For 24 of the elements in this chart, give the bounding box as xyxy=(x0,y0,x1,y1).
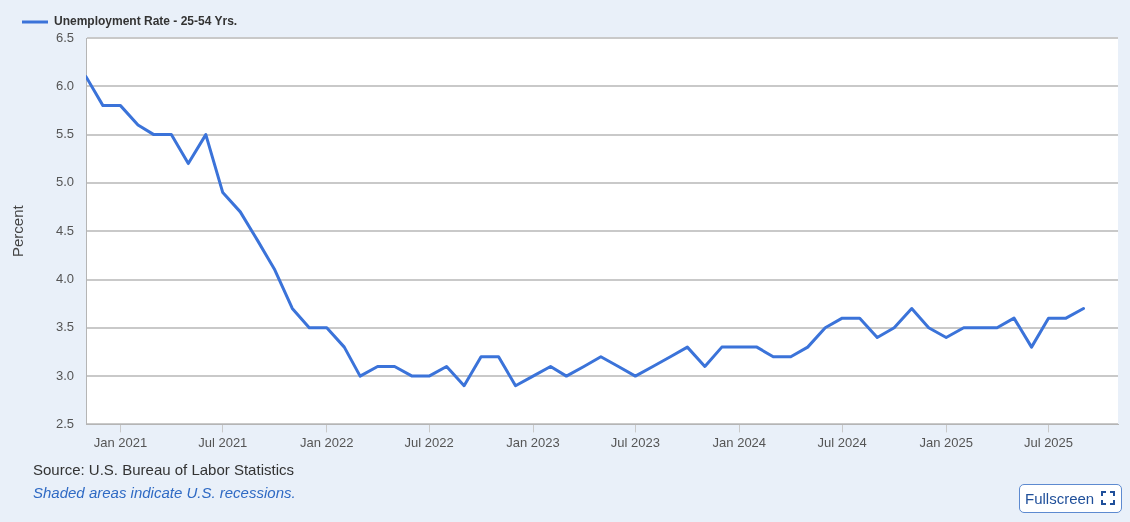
y-tick-label: 2.5 xyxy=(55,415,74,431)
y-tick-label: 4.0 xyxy=(55,271,74,287)
y-tick-label: 6.5 xyxy=(55,29,74,45)
x-tick-label: Jan 2024 xyxy=(712,434,767,450)
y-tick-label: 6.0 xyxy=(55,77,74,93)
source-note: Source: U.S. Bureau of Labor Statistics xyxy=(33,461,294,478)
x-tick-label: Jan 2023 xyxy=(506,434,560,450)
x-tick-label: Jan 2021 xyxy=(93,434,148,450)
text: Fullscreen xyxy=(1025,490,1095,507)
x-tick-label: Jul 2025 xyxy=(1023,434,1074,450)
y-tick-label: 3.5 xyxy=(55,319,74,335)
x-tick-label: Jul 2021 xyxy=(198,434,248,450)
x-tick-label: Jan 2022 xyxy=(300,434,354,450)
y-tick-label: 5.5 xyxy=(55,126,74,142)
y-tick-label: 3.0 xyxy=(55,367,74,383)
y-tick-label: 5.0 xyxy=(55,174,74,190)
legend-label: Unemployment Rate - 25-54 Yrs. xyxy=(54,14,238,29)
y-axis-title: Percent xyxy=(9,204,27,258)
text: Shaded areas indicate U.S. recessions. xyxy=(33,484,296,501)
x-tick-label: Jan 2025 xyxy=(919,434,973,450)
x-tick-label: Jul 2022 xyxy=(404,434,454,450)
x-tick-label: Jul 2023 xyxy=(610,434,660,450)
x-tick-label: Jul 2024 xyxy=(817,434,867,450)
y-tick-label: 4.5 xyxy=(55,222,74,238)
